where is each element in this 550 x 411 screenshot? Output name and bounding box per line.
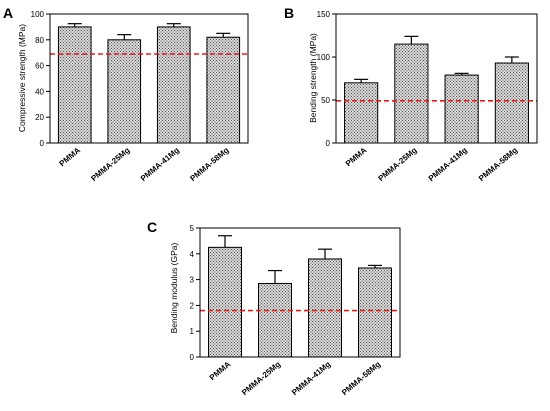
- y-axis-label-c: Bending modulus (GPa): [169, 242, 179, 333]
- y-tick-label-b-4: 150: [317, 10, 331, 19]
- bar-b-3: [444, 74, 479, 144]
- axes-frame-b: [335, 13, 538, 144]
- y-tick-label-c-1: 0: [190, 353, 195, 362]
- plot-area-b: PMMA PMMA-25Mg PMMA-41Mg PMMA-58Mg 0 50 100 150: [317, 10, 538, 184]
- category-label-c-4: PMMA-58Mg: [340, 360, 382, 398]
- category-label-b-3: PMMA-41Mg: [427, 146, 469, 184]
- panel-c: C Bending modulus (GPa) PMMA PMMA-25Mg PMM…: [147, 219, 401, 398]
- y-tick-label-c-3: 2: [190, 301, 195, 310]
- y-tick-label-c-5: 4: [190, 250, 195, 259]
- y-tick-label-a-2: 20: [35, 113, 44, 122]
- bar-c-2: [258, 282, 292, 358]
- axes-frame-c: [199, 227, 401, 358]
- y-tick-label-a-5: 80: [35, 36, 44, 45]
- axes-frame-a: [49, 13, 249, 144]
- y-tick-label-c-6: 5: [190, 224, 195, 233]
- y-tick-label-c-4: 3: [190, 276, 195, 285]
- bar-b-2: [394, 43, 429, 144]
- category-label-a-3: PMMA-41Mg: [139, 146, 181, 184]
- y-tick-label-b-3: 100: [317, 53, 331, 62]
- bar-c-1: [208, 246, 242, 358]
- plot-area-c: PMMA PMMA-25Mg PMMA-41Mg PMMA-58Mg 0 1 2 3 4 5: [190, 224, 401, 398]
- category-label-b-1: PMMA: [344, 146, 369, 169]
- category-label-c-3: PMMA-41Mg: [290, 360, 332, 398]
- category-label-b-4: PMMA-58Mg: [477, 146, 519, 184]
- category-label-b-2: PMMA-25Mg: [376, 146, 418, 184]
- panel-letter-a: A: [3, 5, 13, 21]
- category-label-c-1: PMMA: [208, 360, 233, 383]
- bar-a-4: [206, 36, 241, 144]
- panel-letter-c: C: [147, 219, 157, 235]
- plot-area-a: PMMA PMMA-25Mg PMMA-41Mg PMMA-58Mg 0 20 40 60 80…: [31, 10, 249, 184]
- category-label-a-2: PMMA-25Mg: [89, 146, 131, 184]
- bar-a-3: [156, 26, 191, 144]
- y-tick-label-a-3: 40: [35, 87, 44, 96]
- y-tick-label-a-6: 100: [31, 10, 45, 19]
- category-label-a-4: PMMA-58Mg: [188, 146, 230, 184]
- y-tick-label-a-1: 0: [40, 139, 45, 148]
- bar-a-1: [57, 26, 92, 144]
- y-tick-label-a-4: 60: [35, 62, 44, 71]
- bar-b-1: [344, 82, 379, 144]
- y-tick-label-b-1: 0: [326, 139, 331, 148]
- category-label-a-1: PMMA: [58, 146, 83, 169]
- bar-c-4: [358, 267, 392, 358]
- y-axis-label-b: Bending strength (MPa): [308, 33, 318, 123]
- bar-b-4: [494, 62, 529, 144]
- panel-letter-b: B: [284, 5, 294, 21]
- category-label-c-2: PMMA-25Mg: [240, 360, 282, 398]
- bar-c-3: [308, 258, 342, 358]
- y-tick-label-c-2: 1: [190, 327, 195, 336]
- panel-b: B Bending strength (MPa) PMMA PMMA-25Mg PM…: [284, 5, 538, 184]
- bar-a-2: [107, 39, 142, 144]
- y-axis-label-a: Compressive strength (MPa): [17, 24, 27, 132]
- panel-a: A Compressive strength (MPa) PMMA PMMA-25…: [3, 5, 249, 184]
- y-tick-label-b-2: 50: [321, 96, 330, 105]
